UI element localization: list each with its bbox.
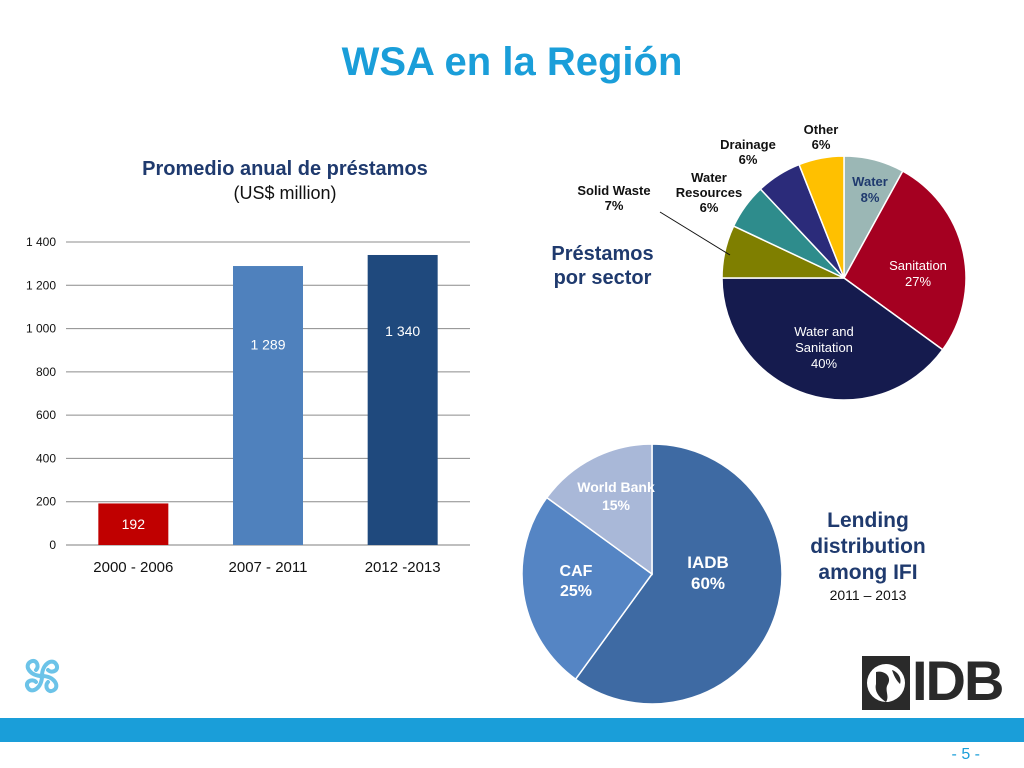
flower-logo-icon	[25, 659, 59, 693]
pie-slice-label: Water and	[794, 324, 854, 339]
footer-band	[0, 718, 1024, 742]
pie-slice-label: Other	[804, 122, 839, 137]
pie-slice	[574, 443, 783, 705]
y-tick-label: 800	[36, 365, 56, 379]
pie-slice-pct: 27%	[905, 274, 931, 289]
bar	[98, 503, 169, 545]
pie-slice	[521, 496, 654, 681]
x-tick-label: 2000 - 2006	[93, 559, 173, 576]
y-tick-label: 1 200	[26, 278, 56, 292]
x-tick-label: 2007 - 2011	[229, 559, 308, 576]
bar-chart-title: Promedio anual de préstamos	[142, 158, 428, 180]
y-tick-label: 1 400	[26, 235, 56, 249]
bar-chart-subtitle: (US$ million)	[233, 183, 337, 203]
pie-slice-pct: 60%	[691, 574, 725, 593]
y-tick-label: 600	[36, 408, 56, 422]
sector-heading-line2: por sector	[553, 267, 652, 289]
pie-slice-label: Water	[852, 174, 888, 189]
y-tick-label: 400	[36, 451, 56, 465]
pie-slice-pct: 8%	[861, 190, 880, 205]
pie-slice-pct: 6%	[812, 137, 831, 152]
globe-logo-icon	[862, 656, 910, 710]
sector-heading-line1: Préstamos	[551, 243, 654, 265]
pie-slice-label: Solid Waste	[577, 183, 650, 198]
pie-slice-label: Resources	[676, 185, 742, 200]
pie-slice-pct: 6%	[739, 152, 758, 167]
pie-slice-pct: 6%	[700, 200, 719, 215]
ifi-heading-line2: distribution	[810, 535, 926, 558]
pie-slice-label: Drainage	[720, 137, 776, 152]
pie-slice	[545, 443, 653, 576]
ifi-period: 2011 – 2013	[829, 587, 907, 603]
bar-data-label: 1 340	[385, 323, 420, 339]
pie-slice	[798, 155, 845, 279]
pie-slice-label: CAF	[560, 563, 593, 580]
pie-slice-label: Sanitation	[795, 340, 853, 355]
pie-slice-label: IADB	[687, 553, 729, 572]
pie-slice-label: Sanitation	[889, 258, 947, 273]
leader-line	[659, 211, 731, 256]
bar-data-label: 192	[122, 516, 146, 532]
pie-slice	[843, 170, 967, 351]
bar-data-label: 1 289	[250, 337, 285, 353]
pie-slice-pct: 7%	[605, 198, 624, 213]
pie-slice	[721, 277, 944, 401]
y-tick-label: 0	[49, 538, 56, 552]
ifi-heading-line1: Lending	[827, 509, 909, 532]
pie-slice-label: World Bank	[577, 479, 655, 495]
ifi-heading: Lending distribution among IFI	[800, 508, 936, 586]
slide-title: WSA en la Región	[341, 40, 683, 84]
bar	[233, 266, 303, 545]
sector-heading: Préstamos por sector	[540, 242, 665, 290]
pie-slice-pct: 25%	[560, 583, 592, 600]
pie-slice-pct: 40%	[811, 356, 837, 371]
x-tick-label: 2012 -2013	[365, 559, 441, 576]
pie-slice-label: Water	[691, 170, 727, 185]
y-tick-label: 1 000	[26, 322, 56, 336]
page-number: - 5 -	[951, 746, 980, 763]
pie-slice-pct: 15%	[602, 497, 631, 513]
idb-logo-text: IDB	[912, 649, 1004, 712]
ifi-heading-line3: among IFI	[818, 561, 918, 584]
bar	[367, 254, 438, 545]
y-tick-label: 200	[36, 495, 56, 509]
